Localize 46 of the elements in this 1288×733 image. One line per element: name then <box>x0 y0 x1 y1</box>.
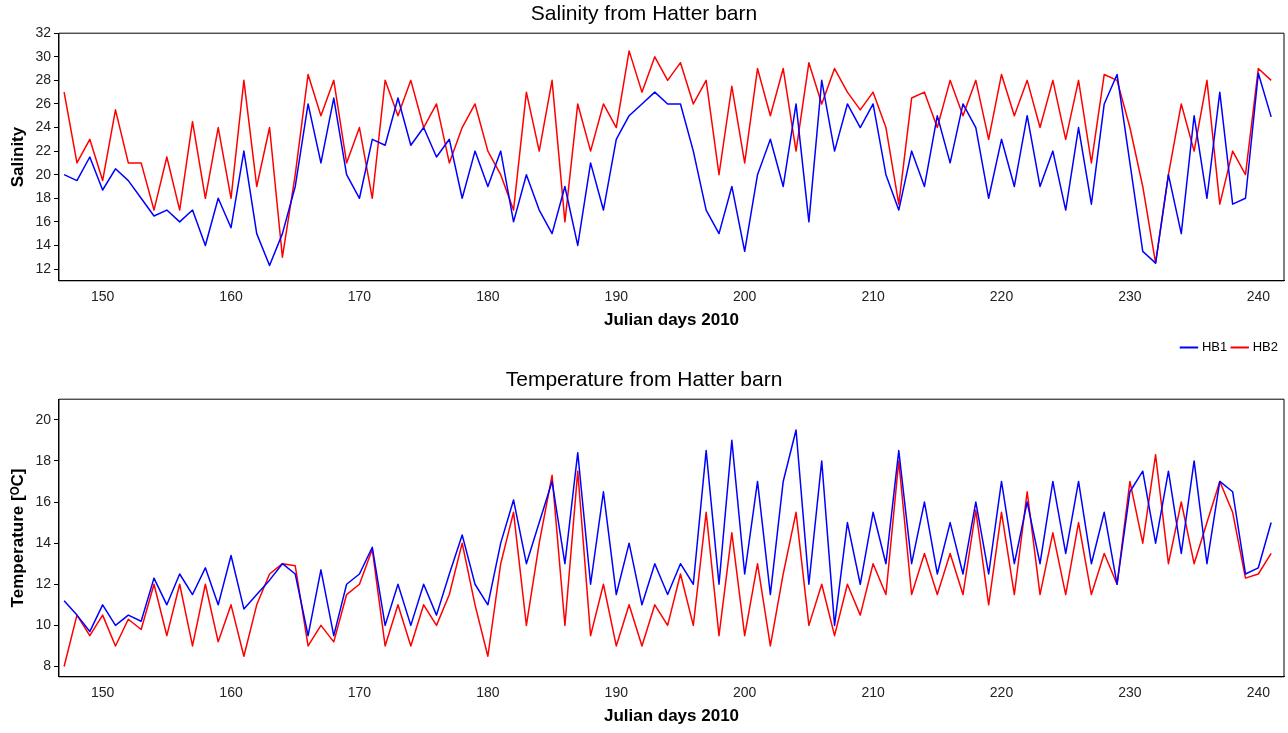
y-axis-title: Temperature [ᴼC] <box>7 468 27 608</box>
y-tick-label: 8 <box>43 657 52 674</box>
y-tick-label: 12 <box>35 259 52 276</box>
chart-title: Salinity from Hatter barn <box>530 1 758 25</box>
x-tick-label: 150 <box>90 684 115 701</box>
x-axis-title: Julian days 2010 <box>603 706 740 726</box>
y-tick-label: 30 <box>35 47 52 64</box>
x-tick-label: 190 <box>604 288 629 305</box>
y-tick-label: 20 <box>35 410 52 427</box>
y-tick-label: 16 <box>35 492 52 509</box>
x-tick-label: 220 <box>989 684 1014 701</box>
x-tick-label: 170 <box>347 684 372 701</box>
y-axis-title: Salinity <box>7 126 27 188</box>
x-tick-label: 180 <box>476 684 500 701</box>
x-tick-label: 180 <box>476 288 500 305</box>
x-tick-label: 220 <box>989 288 1014 305</box>
y-tick-label: 18 <box>35 451 52 468</box>
x-tick-label: 160 <box>219 684 243 701</box>
x-tick-label: 170 <box>347 288 372 305</box>
y-tick-label: 16 <box>35 212 52 229</box>
x-tick-label: 210 <box>861 288 885 305</box>
x-axis-title: Julian days 2010 <box>603 310 740 330</box>
x-tick-label: 210 <box>861 684 885 701</box>
legend-label: HB2 <box>1252 339 1279 355</box>
y-tick-label: 10 <box>35 616 52 633</box>
y-tick-label: 26 <box>35 94 52 111</box>
legend-label: HB1 <box>1201 339 1228 355</box>
chart-title: Temperature from Hatter barn <box>505 367 783 391</box>
x-tick-label: 230 <box>1118 288 1142 305</box>
x-tick-label: 200 <box>733 288 757 305</box>
x-tick-label: 160 <box>219 288 243 305</box>
x-tick-label: 240 <box>1246 288 1271 305</box>
y-tick-label: 20 <box>35 165 52 182</box>
x-tick-label: 150 <box>90 288 115 305</box>
x-tick-label: 190 <box>604 684 629 701</box>
y-tick-label: 14 <box>35 534 52 550</box>
y-tick-label: 22 <box>35 141 52 158</box>
x-tick-label: 240 <box>1246 684 1271 701</box>
y-tick-label: 12 <box>35 575 52 592</box>
y-tick-label: 28 <box>35 71 52 88</box>
y-tick-label: 18 <box>35 189 52 206</box>
y-tick-label: 24 <box>35 118 52 135</box>
y-tick-label: 32 <box>35 24 52 41</box>
x-tick-label: 230 <box>1118 684 1142 701</box>
x-tick-label: 200 <box>733 684 757 701</box>
y-tick-label: 14 <box>35 236 52 253</box>
